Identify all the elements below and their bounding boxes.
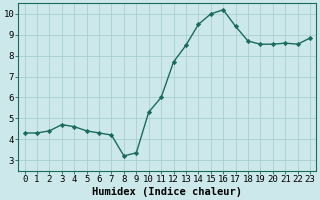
X-axis label: Humidex (Indice chaleur): Humidex (Indice chaleur) bbox=[92, 186, 242, 197]
